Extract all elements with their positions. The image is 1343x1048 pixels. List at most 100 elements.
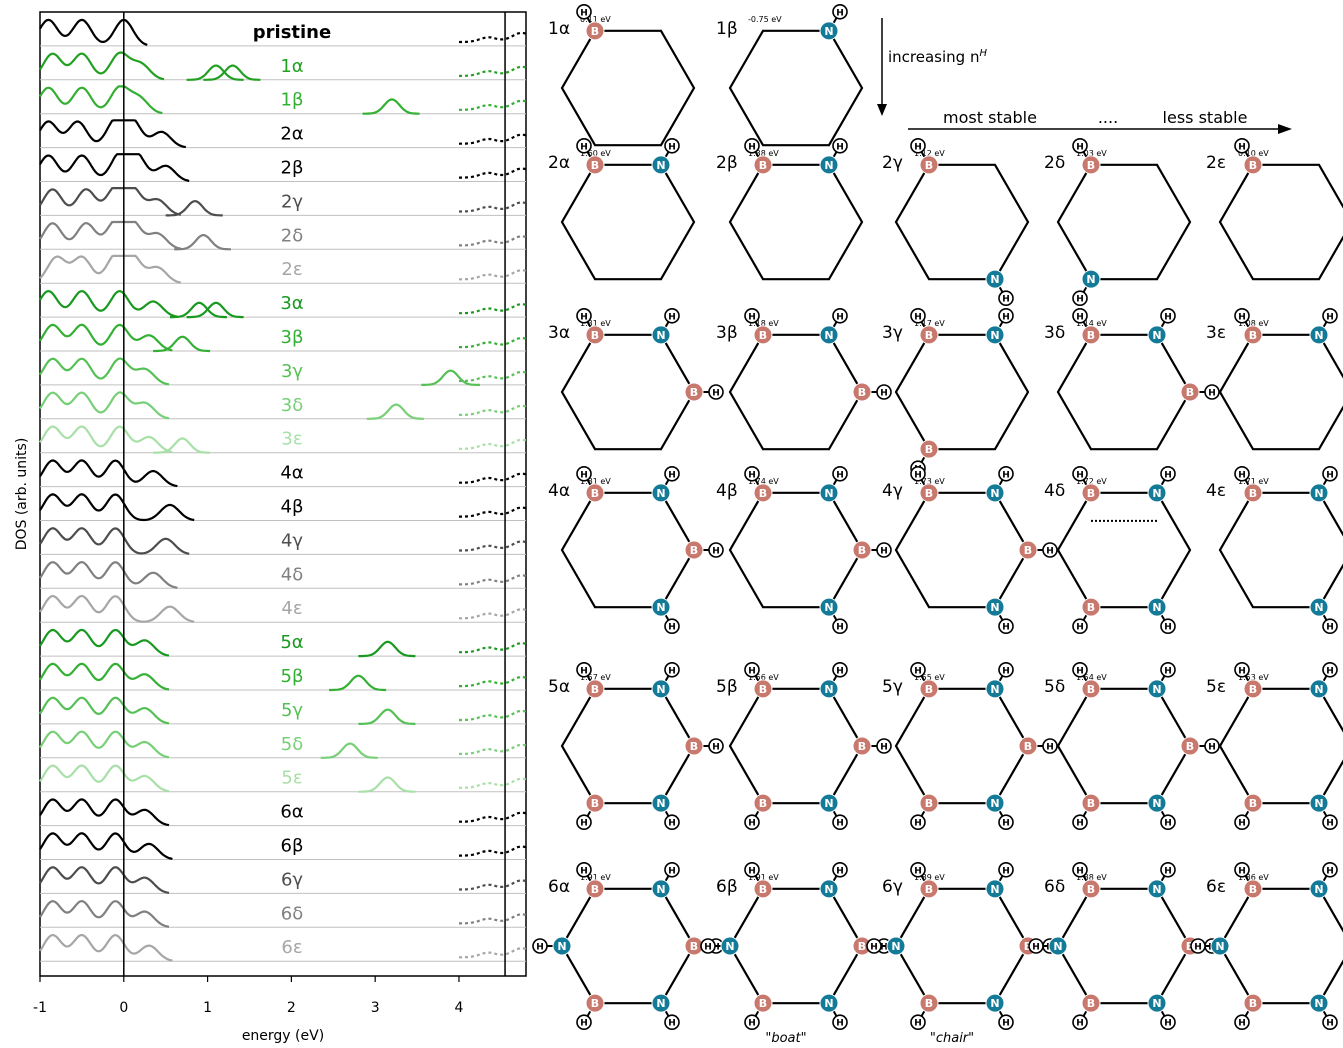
hexagon-ring	[894, 687, 1030, 805]
atom-symbol: H	[1046, 547, 1054, 557]
hexagon-ring	[1218, 887, 1343, 1005]
atom-symbol: N	[990, 797, 999, 810]
atom-symbol: H	[1194, 943, 1202, 953]
nitrogen-atom	[651, 483, 671, 503]
boron-atom	[1018, 540, 1038, 560]
hydrogen-atom	[910, 137, 926, 154]
hydrogen-atom	[1072, 465, 1088, 482]
hydrogen-atom	[998, 861, 1014, 878]
hydrogen-atom	[998, 661, 1014, 678]
hydrogen-atom	[1190, 938, 1206, 954]
nitrogen-atom	[1309, 325, 1329, 345]
atom-symbol: H	[1076, 142, 1084, 152]
atom-symbol: B	[759, 997, 767, 1010]
formation-energy: 1.55 eV	[914, 673, 945, 682]
atom-symbol: N	[656, 487, 665, 500]
atom-symbol: H	[1326, 623, 1334, 633]
structure-label: 5α	[280, 632, 303, 653]
atom-symbol: N	[990, 487, 999, 500]
boron-atom	[753, 325, 773, 345]
nitrogen-atom	[1147, 483, 1167, 503]
atom-symbol: H	[1238, 1019, 1246, 1029]
atom-symbol: H	[836, 8, 844, 18]
formation-energy: 1.60 eV	[580, 149, 611, 158]
atom-symbol: B	[925, 883, 933, 896]
boron-atom	[1081, 325, 1101, 345]
structure-label: 5β	[716, 677, 738, 697]
atom-symbol: B	[1249, 683, 1257, 696]
atom-symbol: H	[836, 1019, 844, 1029]
atom-symbol: B	[759, 159, 767, 172]
dos-curve	[39, 357, 170, 386]
structure-label: 4γ	[882, 481, 903, 501]
dos-curve	[39, 560, 178, 589]
y-axis-label: DOS (arb. units)	[14, 438, 30, 551]
hydrogen-atom	[576, 307, 592, 324]
hydrogen-atom	[1072, 661, 1088, 678]
atom-symbol: B	[591, 159, 599, 172]
atom-symbol: H	[668, 312, 676, 322]
hydrogen-atom	[910, 465, 926, 482]
dos-curve	[39, 220, 182, 250]
atom-symbol: B	[591, 997, 599, 1010]
atom-symbol: B	[1087, 487, 1095, 500]
dos-curve	[39, 323, 173, 352]
atom-symbol: H	[748, 819, 756, 829]
dos-curve	[39, 85, 163, 115]
hexagon-ring	[894, 887, 1030, 1005]
atom-symbol: B	[1024, 740, 1032, 753]
atom-symbol: N	[824, 487, 833, 500]
atom-symbol: H	[836, 666, 844, 676]
atom-symbol: H	[580, 819, 588, 829]
atom-symbol: H	[668, 819, 676, 829]
atom-symbol: H	[1002, 312, 1010, 322]
structure-label: 3β	[716, 323, 738, 343]
conduction-curve	[459, 133, 527, 145]
atom-symbol: B	[1249, 487, 1257, 500]
formation-energy: 1.38 eV	[748, 149, 779, 158]
atom-symbol: H	[1002, 623, 1010, 633]
atom-symbol: H	[914, 666, 922, 676]
boron-atom	[1081, 597, 1101, 617]
dos-curve	[39, 696, 170, 725]
boron-atom	[1180, 382, 1200, 402]
conduction-curve	[459, 235, 527, 247]
atom-symbol: H	[668, 1019, 676, 1029]
hydrogen-atom	[708, 542, 724, 558]
atom-symbol: H	[1238, 666, 1246, 676]
structure-label: 6γ	[882, 877, 903, 897]
hydrogen-atom	[1234, 137, 1250, 154]
hydrogen-atom	[1234, 307, 1250, 324]
hydrogen-atom	[1322, 861, 1338, 878]
gap-state-curve	[358, 776, 416, 793]
hydrogen-atom	[832, 1014, 848, 1031]
atom-symbol: H	[704, 943, 712, 953]
atom-symbol: H	[712, 389, 720, 399]
formation-energy: 0.11 eV	[580, 15, 611, 24]
formation-energy: 1.74 eV	[748, 477, 779, 486]
atom-symbol: B	[591, 329, 599, 342]
conduction-curve	[459, 99, 527, 111]
hexagon-ring	[1218, 163, 1343, 281]
atom-symbol: H	[1238, 312, 1246, 322]
hexagon-ring	[1056, 491, 1192, 609]
hydrogen-atom	[910, 661, 926, 678]
hydrogen-atom	[1322, 307, 1338, 324]
atom-symbol: B	[925, 683, 933, 696]
hydrogen-atom	[576, 465, 592, 482]
conduction-curve	[459, 608, 527, 620]
hydrogen-atom	[832, 618, 848, 635]
increasing-arrow-head	[877, 104, 887, 116]
conduction-curve	[459, 303, 527, 315]
boron-atom	[585, 483, 605, 503]
nitrogen-atom	[1147, 793, 1167, 813]
atom-symbol: H	[836, 819, 844, 829]
hydrogen-atom	[832, 3, 848, 20]
boron-atom	[919, 879, 939, 899]
hexagon-ring	[894, 163, 1030, 281]
atom-symbol: H	[580, 666, 588, 676]
atom-symbol: B	[1249, 329, 1257, 342]
hexagon-ring	[560, 491, 696, 609]
structure-label: 2α	[280, 124, 303, 145]
